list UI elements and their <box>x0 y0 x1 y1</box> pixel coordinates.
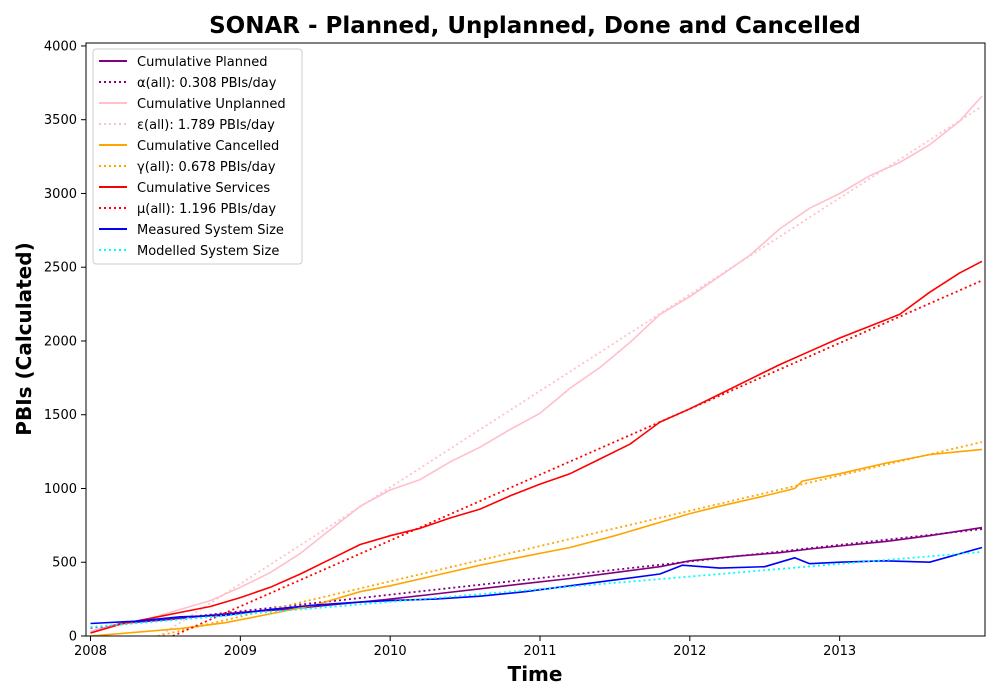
y-tick-label: 0 <box>69 630 77 645</box>
series-line-3-all-1-789-pbis-day <box>157 105 983 636</box>
series-line-4-cumulative-cancelled <box>90 448 983 636</box>
series-layer <box>90 95 983 636</box>
series-line-8-measured-system-size <box>90 546 983 625</box>
legend-box <box>92 48 303 265</box>
y-tick-label: 3000 <box>44 187 77 202</box>
legend-entry-label: Cumulative Services <box>137 181 270 196</box>
x-tick-label: 2011 <box>523 644 556 659</box>
x-tick-label: 2009 <box>224 644 257 659</box>
x-tick-label: 2010 <box>374 644 407 659</box>
y-tick-label: 1500 <box>44 408 77 423</box>
y-tick-label: 1000 <box>44 482 77 497</box>
series-line-6-cumulative-services <box>90 260 983 634</box>
y-tick-label: 2500 <box>44 261 77 276</box>
y-axis-ticks: 0 500 1000 1500 2000 2500 3000 3500 4000 <box>44 39 86 645</box>
series-line-7-all-1-196-pbis-day <box>172 279 983 636</box>
x-tick-label: 2008 <box>74 644 107 659</box>
series-line-2-cumulative-unplanned <box>90 95 983 633</box>
legend-entry-label: Cumulative Unplanned <box>137 97 286 112</box>
x-axis-label: Time <box>508 662 563 686</box>
legend-entry-label: Cumulative Planned <box>137 55 267 70</box>
x-axis-ticks: 2008 2009 2010 2011 2012 2013 <box>74 636 856 659</box>
legend-entry-label: α(all): 0.308 PBIs/day <box>137 76 277 91</box>
legend-entry-label: Cumulative Cancelled <box>137 139 279 154</box>
chart-title: SONAR - Planned, Unplanned, Done and Can… <box>209 13 861 39</box>
series-line-9-modelled-system-size <box>90 551 983 628</box>
plot-frame <box>85 42 986 637</box>
y-tick-label: 4000 <box>44 39 77 54</box>
legend-entry-label: μ(all): 1.196 PBIs/day <box>137 202 276 217</box>
y-tick-label: 2000 <box>44 334 77 349</box>
y-tick-label: 500 <box>52 556 77 571</box>
legend-entry-label: γ(all): 0.678 PBIs/day <box>137 160 276 175</box>
legend-entry-label: ε(all): 1.789 PBIs/day <box>137 118 275 133</box>
y-axis-label: PBIs (Calculated) <box>12 242 36 435</box>
x-tick-label: 2013 <box>823 644 856 659</box>
series-line-5-all-0-678-pbis-day <box>157 441 983 636</box>
legend-entry-label: Measured System Size <box>137 223 284 238</box>
y-tick-label: 3500 <box>44 113 77 128</box>
legend-entry-label: Modelled System Size <box>137 244 279 259</box>
legend: Cumulative Planned α(all): 0.308 PBIs/day… <box>92 48 303 265</box>
x-tick-label: 2012 <box>673 644 706 659</box>
